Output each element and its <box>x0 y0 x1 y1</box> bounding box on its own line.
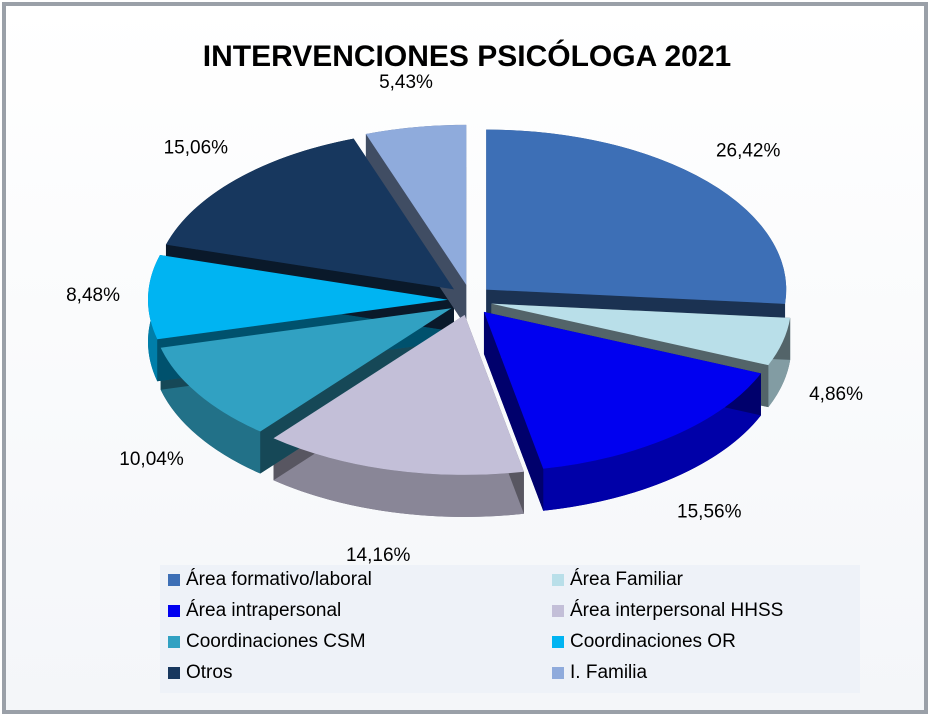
legend-label: Área Familiar <box>570 569 684 590</box>
data-label: 15,56% <box>677 501 742 522</box>
slice <box>160 308 452 432</box>
legend-label: I. Familia <box>570 662 648 683</box>
slice <box>483 311 761 469</box>
data-label: 10,04% <box>119 449 184 470</box>
data-label: 15,06% <box>164 138 229 159</box>
legend-swatch <box>552 636 564 648</box>
legend-label: Área formativo/laboral <box>186 569 372 590</box>
chart-title: INTERVENCIONES PSICÓLOGA 2021 <box>203 39 731 73</box>
legend-swatch <box>552 574 564 586</box>
legend-box <box>160 565 860 693</box>
slice <box>273 314 524 475</box>
slice-side <box>160 347 261 474</box>
slice <box>165 138 455 290</box>
slice-side <box>273 438 524 517</box>
legend-label: Área intrapersonal <box>186 600 341 621</box>
legend-swatch <box>168 667 180 679</box>
legend-label: Coordinaciones OR <box>570 631 736 652</box>
legend-swatch <box>168 636 180 648</box>
legend-label: Coordinaciones CSM <box>186 631 366 652</box>
data-label: 14,16% <box>346 545 411 566</box>
data-label: 5,43% <box>379 72 433 93</box>
data-label: 4,86% <box>809 384 863 405</box>
data-label: 8,48% <box>66 285 120 306</box>
slice-wall <box>483 311 544 511</box>
legend-label: Área interpersonal HHSS <box>570 600 783 621</box>
legend-label: Otros <box>186 662 232 683</box>
legend-swatch <box>168 574 180 586</box>
legend-swatch <box>168 605 180 617</box>
slice <box>148 254 449 340</box>
legend-swatch <box>552 605 564 617</box>
slice <box>491 303 791 366</box>
slice <box>486 129 787 304</box>
legend-swatch <box>552 667 564 679</box>
slice-side <box>543 373 761 511</box>
data-label: 26,42% <box>716 140 781 161</box>
slice <box>365 124 467 285</box>
